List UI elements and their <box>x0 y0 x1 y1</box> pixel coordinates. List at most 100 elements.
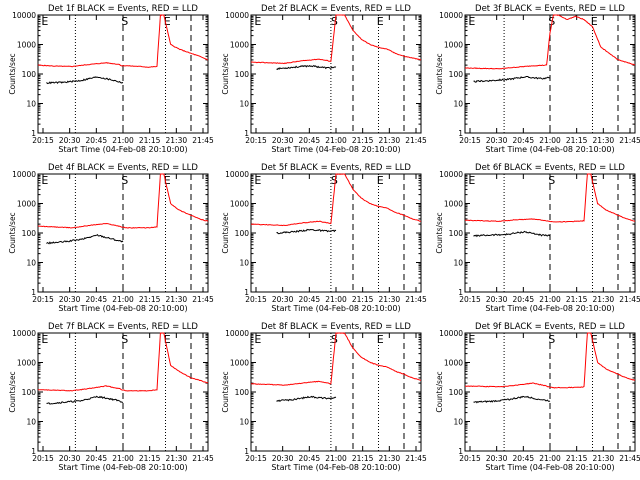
y-axis-label: Counts/sec <box>221 212 230 253</box>
x-tick-label: 21:00 <box>112 454 134 463</box>
x-tick-label: 21:45 <box>619 454 640 463</box>
panel-title: Det 1f BLACK = Events, RED = LLD <box>48 4 198 14</box>
events-series-line <box>46 76 124 85</box>
panel-title: Det 7f BLACK = Events, RED = LLD <box>48 322 198 332</box>
lld-series-line <box>37 14 209 68</box>
y-axis-label: Counts/sec <box>435 371 444 412</box>
x-tick-label: 21:15 <box>566 295 588 304</box>
x-tick-label: 20:30 <box>272 136 294 145</box>
y-tick-label: 10000 <box>439 329 463 338</box>
x-tick-label: 20:30 <box>486 295 508 304</box>
x-tick-label: 21:45 <box>192 136 214 145</box>
x-axis-label: Start Time (04-Feb-08 20:10:00) <box>58 304 187 313</box>
y-tick-label: 1 <box>31 288 36 297</box>
y-tick-label: 100 <box>22 388 37 397</box>
y-tick-label: 1 <box>244 447 249 456</box>
x-tick-label: 20:15 <box>459 454 481 463</box>
y-tick-label: 10000 <box>439 170 463 179</box>
marker-letter: E <box>591 15 598 28</box>
plot-frame <box>250 332 422 452</box>
x-tick-label: 20:45 <box>513 136 535 145</box>
y-tick-label: 1 <box>458 288 463 297</box>
panel-title: Det 5f BLACK = Events, RED = LLD <box>261 163 411 173</box>
x-tick-label: 21:00 <box>539 454 561 463</box>
panel-title: Det 6f BLACK = Events, RED = LLD <box>475 163 625 173</box>
panel-title: Det 4f BLACK = Events, RED = LLD <box>48 163 198 173</box>
events-series-line <box>276 228 337 235</box>
marker-letter: E <box>254 174 261 187</box>
y-axis-label: Counts/sec <box>8 212 17 253</box>
y-tick-label: 10000 <box>12 329 36 338</box>
marker-letter: E <box>164 174 171 187</box>
y-tick-label: 10 <box>239 418 249 427</box>
x-tick-label: 20:30 <box>272 454 294 463</box>
y-tick-label: 100 <box>235 70 250 79</box>
y-axis-label: Counts/sec <box>221 371 230 412</box>
x-tick-label: 20:45 <box>86 454 108 463</box>
y-axis-label: Counts/sec <box>435 212 444 253</box>
y-tick-label: 10 <box>453 418 463 427</box>
y-tick-label: 100 <box>449 70 464 79</box>
marker-letter: S <box>331 15 338 28</box>
y-tick-label: 1 <box>244 129 249 138</box>
x-axis-label: Start Time (04-Feb-08 20:10:00) <box>485 304 614 313</box>
x-tick-label: 20:30 <box>59 454 81 463</box>
y-tick-label: 1000 <box>230 41 249 50</box>
marker-letter: E <box>591 174 598 187</box>
events-series-line <box>46 234 124 245</box>
y-axis-label: Counts/sec <box>221 53 230 94</box>
y-tick-label: 10000 <box>225 329 249 338</box>
lld-series-line <box>464 173 636 223</box>
y-tick-label: 10000 <box>225 170 249 179</box>
panel-det-7: Det 7f BLACK = Events, RED = LLD 1 10 100 10… <box>8 322 214 472</box>
y-tick-label: 10000 <box>12 170 36 179</box>
x-tick-label: 21:45 <box>619 295 640 304</box>
y-tick-label: 1 <box>31 447 36 456</box>
x-tick-label: 21:00 <box>325 454 347 463</box>
y-tick-label: 10 <box>239 259 249 268</box>
y-tick-label: 10 <box>239 100 249 109</box>
x-tick-label: 20:45 <box>299 136 321 145</box>
x-tick-label: 20:45 <box>86 136 108 145</box>
y-axis-label: Counts/sec <box>435 53 444 94</box>
lld-series-line <box>250 332 422 386</box>
y-tick-label: 1000 <box>444 200 463 209</box>
panel-det-6: Det 6f BLACK = Events, RED = LLD 1 10 100 10… <box>435 163 640 313</box>
y-tick-label: 100 <box>449 388 464 397</box>
marker-letter: S <box>548 174 555 187</box>
y-tick-label: 1 <box>244 288 249 297</box>
marker-letter: S <box>121 15 128 28</box>
y-tick-label: 1 <box>31 129 36 138</box>
x-tick-label: 21:15 <box>352 295 374 304</box>
x-axis-label: Start Time (04-Feb-08 20:10:00) <box>271 304 400 313</box>
x-tick-label: 21:45 <box>405 295 427 304</box>
x-axis-label: Start Time (04-Feb-08 20:10:00) <box>485 145 614 154</box>
panel-det-3: Det 3f BLACK = Events, RED = LLD 1 10 100 10… <box>435 4 640 154</box>
x-tick-label: 20:30 <box>486 136 508 145</box>
x-tick-label: 20:45 <box>513 295 535 304</box>
x-tick-label: 21:30 <box>166 136 188 145</box>
x-tick-label: 21:00 <box>539 136 561 145</box>
events-series-line <box>473 395 551 404</box>
marker-letter: E <box>377 15 384 28</box>
y-tick-label: 10 <box>26 100 36 109</box>
x-tick-label: 21:15 <box>352 136 374 145</box>
y-tick-label: 1 <box>458 129 463 138</box>
panel-det-2: Det 2f BLACK = Events, RED = LLD 1 10 100 10… <box>221 4 427 154</box>
lld-series-line <box>250 14 422 65</box>
panel-title: Det 3f BLACK = Events, RED = LLD <box>475 4 625 14</box>
x-tick-label: 21:15 <box>139 454 161 463</box>
x-tick-label: 21:45 <box>405 454 427 463</box>
x-tick-label: 20:30 <box>272 295 294 304</box>
y-tick-label: 10 <box>26 418 36 427</box>
y-tick-label: 100 <box>22 70 37 79</box>
x-tick-label: 21:30 <box>379 454 401 463</box>
x-tick-label: 20:45 <box>299 454 321 463</box>
y-tick-label: 1000 <box>230 359 249 368</box>
y-tick-label: 10 <box>26 259 36 268</box>
x-tick-label: 21:30 <box>379 295 401 304</box>
x-tick-label: 21:30 <box>593 136 615 145</box>
y-axis-label: Counts/sec <box>8 371 17 412</box>
x-tick-label: 21:45 <box>619 136 640 145</box>
